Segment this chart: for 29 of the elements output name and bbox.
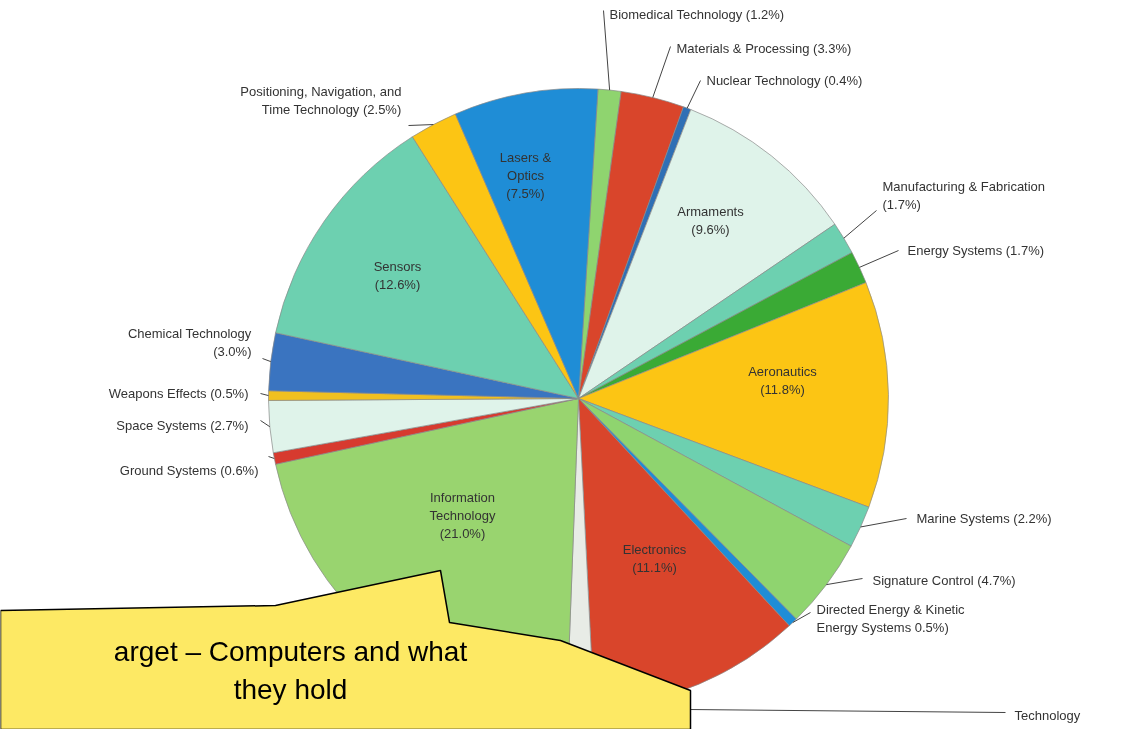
slice-label: Ground Systems (0.6%) — [119, 463, 259, 478]
slice-label: Energy Systems (1.7%) — [907, 243, 1045, 258]
slice-label: Sensors — [373, 259, 422, 274]
slice-label: Directed Energy & Kinetic Energy Systems 0.5%) — [816, 602, 966, 635]
data-label: (11.8%) — [760, 382, 805, 397]
text: arget – Computers and what they hold — [113, 636, 468, 705]
slice-label: Materials & Processing (3.3%) — [676, 41, 852, 56]
slice-label: Chemical Technology — [127, 326, 252, 341]
slice-label: Signature Control (4.7%) — [872, 573, 1016, 588]
slice-label: Information Technology — [429, 490, 496, 523]
slice-label: Space Systems (2.7%) — [116, 418, 249, 433]
data-label: (1.7%) — [882, 197, 921, 212]
slice-label: Weapons Effects (0.5%) — [108, 386, 249, 401]
data-label: (9.6%) — [691, 222, 730, 237]
data-label: (21.0%) — [439, 526, 486, 541]
data-label: (12.6%) — [374, 277, 421, 292]
data-label: (3.0%) — [213, 344, 252, 359]
slice-label: Aeronautics — [748, 364, 818, 379]
slice-label: Marine Systems (2.2%) — [916, 511, 1052, 526]
slice-label: Positioning, Navigation, and Time Technology (2.5%) — [240, 84, 402, 117]
slice-label: Lasers & Optics — [499, 150, 552, 183]
data-label: (11.1%) — [632, 560, 677, 575]
slice-label: Manufacturing & Fabrication — [882, 179, 1046, 194]
slice-label: Nuclear Technology (0.4%) — [706, 73, 863, 88]
slice-label: Technology — [1014, 708, 1081, 723]
slice-label: Armaments — [677, 204, 745, 219]
slice-label: Electronics — [622, 542, 687, 557]
slice-label: Biomedical Technology (1.2%) — [609, 7, 785, 22]
data-label: (7.5%) — [506, 186, 545, 201]
